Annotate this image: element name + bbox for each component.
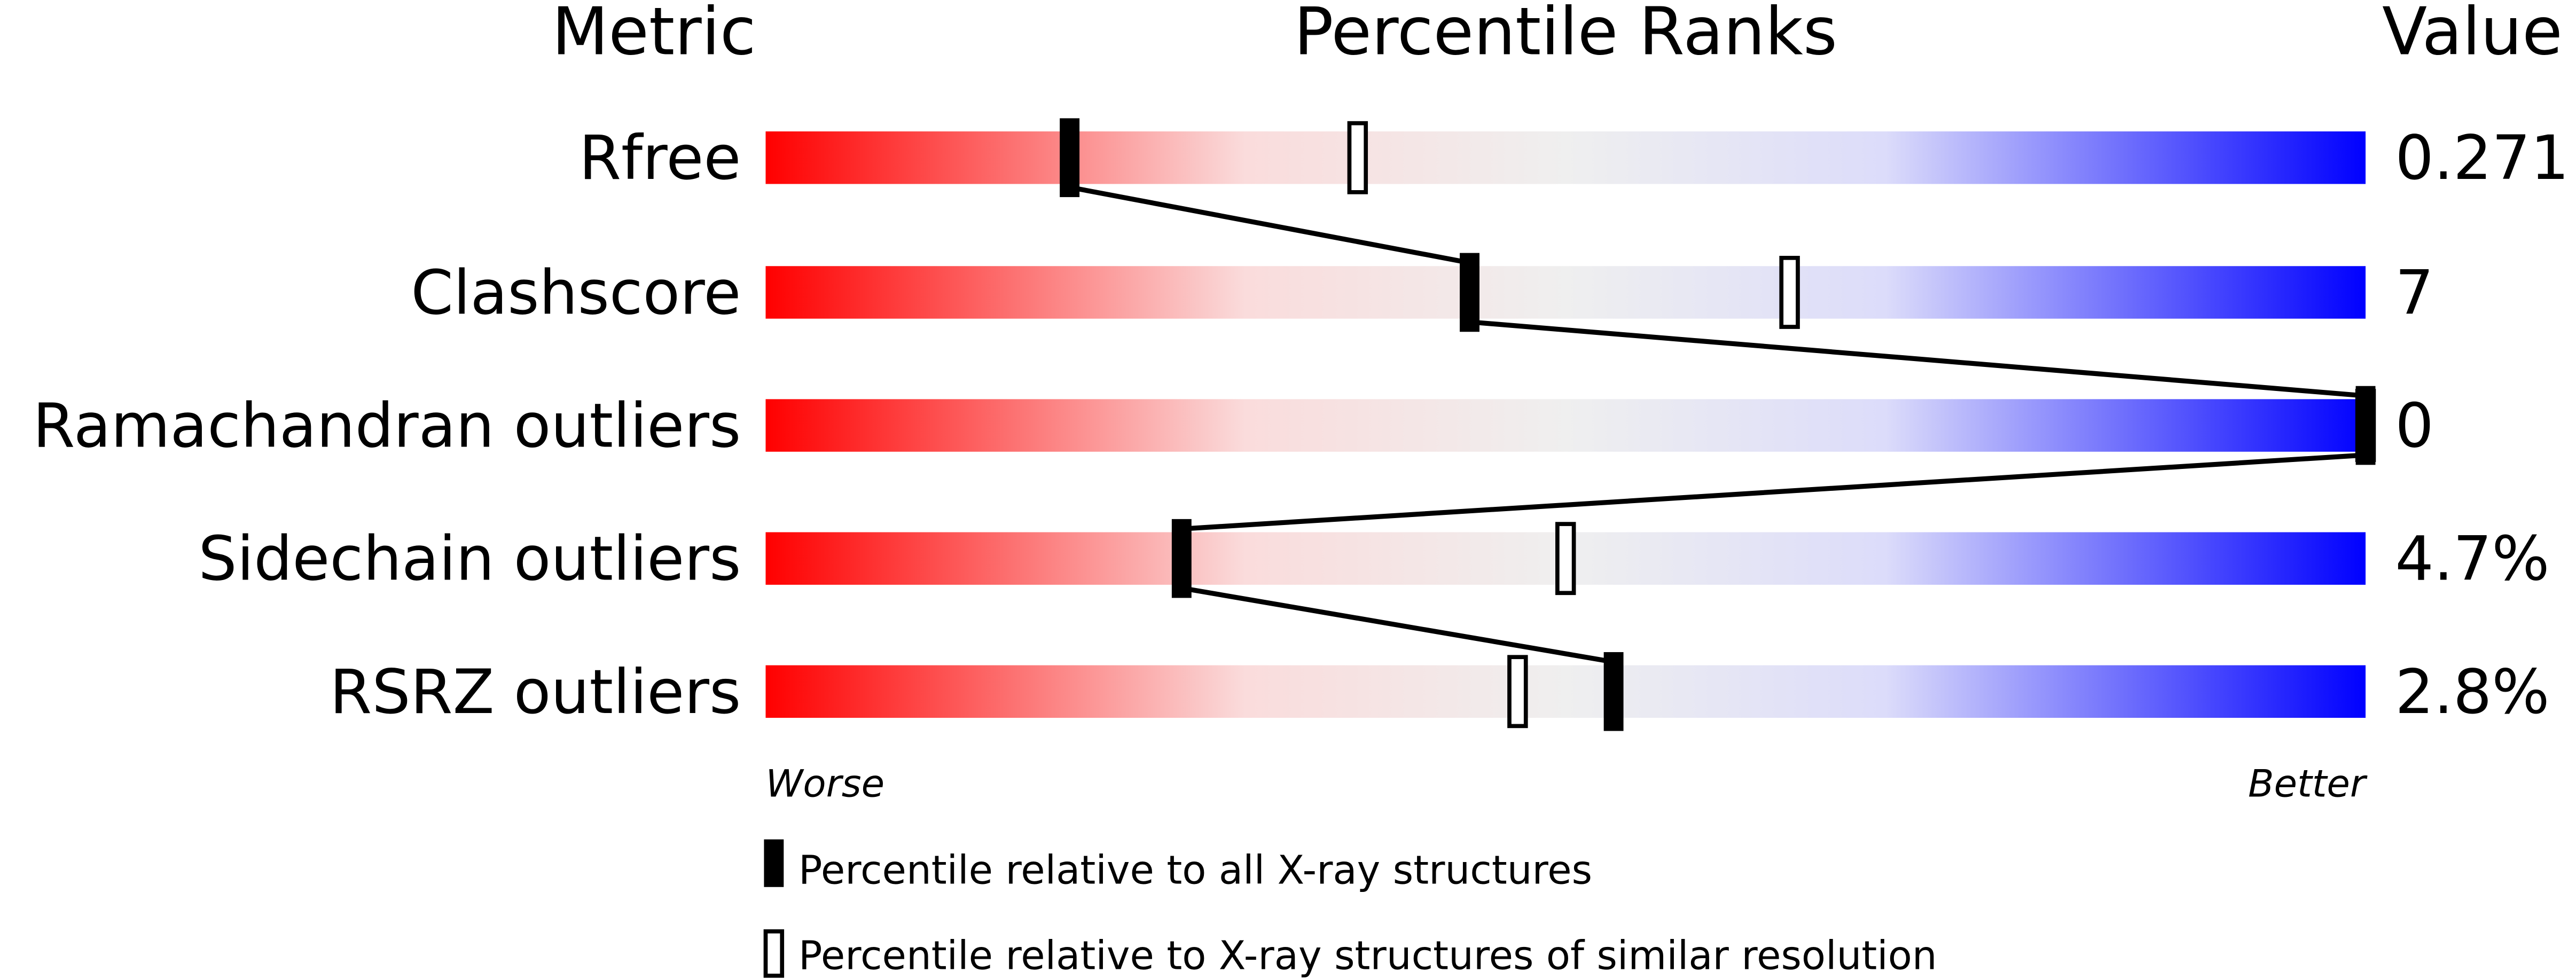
legend-all-label: Percentile relative to all X-ray structu… [798, 848, 1592, 894]
metric-value-sidechain-outliers: 4.7% [2395, 523, 2549, 594]
legend-solid-marker-icon [764, 839, 784, 887]
metric-value-rfree: 0.271 [2395, 122, 2569, 193]
marker-similar-rfree [1347, 121, 1368, 194]
metric-label-rfree: Rfree [579, 122, 741, 193]
percentile-bar-rsrz-outliers [765, 665, 2366, 718]
percentile-bar-rfree [765, 131, 2366, 184]
marker-all-sidechain-outliers [1171, 519, 1192, 598]
percentile-bar-clashscore [765, 266, 2366, 319]
header-value: Value [2382, 0, 2563, 70]
marker-all-ramachandran-outliers [2355, 386, 2376, 465]
marker-similar-rsrz-outliers [1507, 655, 1528, 729]
axis-better-label: Better [2248, 762, 2368, 806]
metric-label-clashscore: Clashscore [411, 257, 741, 328]
marker-similar-clashscore [1779, 256, 1800, 329]
marker-similar-sidechain-outliers [1555, 522, 1576, 596]
percentile-bar-ramachandran-outliers [765, 399, 2366, 452]
metric-label-sidechain-outliers: Sidechain outliers [198, 523, 741, 594]
legend-hollow-marker-icon [763, 929, 785, 978]
metric-label-rsrz-outliers: RSRZ outliers [330, 656, 741, 727]
metric-value-ramachandran-outliers: 0 [2395, 390, 2433, 461]
axis-worse-label: Worse [765, 762, 884, 806]
metric-label-ramachandran-outliers: Ramachandran outliers [33, 390, 741, 461]
marker-all-clashscore [1460, 253, 1479, 332]
header-metric: Metric [552, 0, 756, 70]
metric-value-rsrz-outliers: 2.8% [2395, 656, 2549, 727]
legend-similar-label: Percentile relative to X-ray structures … [798, 933, 1937, 979]
marker-all-rsrz-outliers [1603, 652, 1624, 731]
header-percentile-ranks: Percentile Ranks [1294, 0, 1837, 70]
marker-all-rfree [1060, 118, 1080, 198]
metric-value-clashscore: 7 [2395, 257, 2433, 328]
